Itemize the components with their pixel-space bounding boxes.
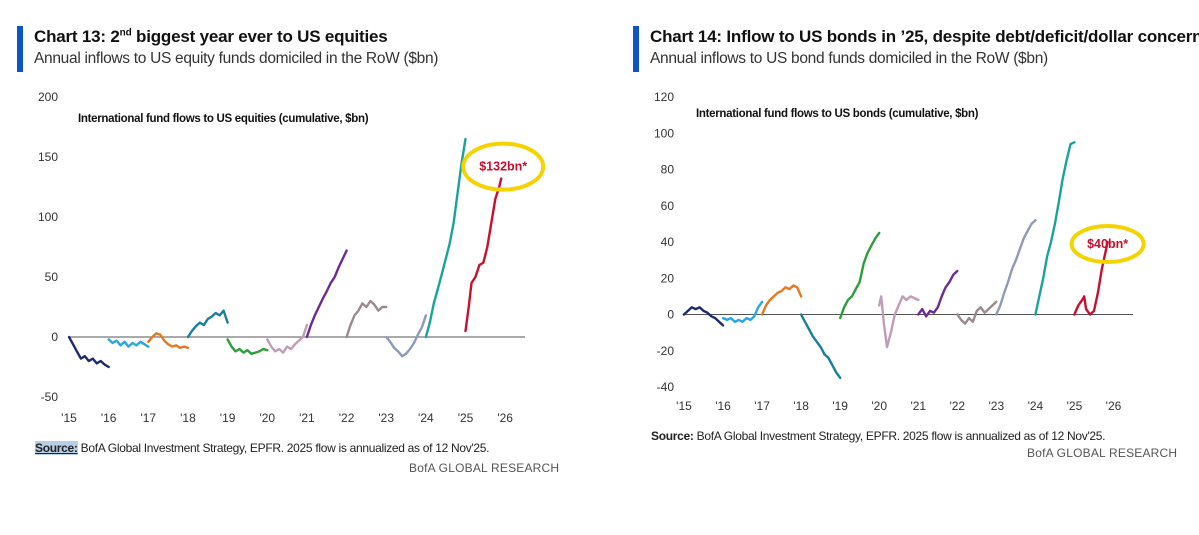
x-tick-label: '16 xyxy=(101,411,117,425)
y-tick-label: -40 xyxy=(657,380,675,394)
x-tick-label: '17 xyxy=(140,411,156,425)
source-note: Source: BofA Global Investment Strategy,… xyxy=(35,441,490,455)
x-tick-label: '21 xyxy=(299,411,315,425)
series-line-2016 xyxy=(107,338,150,348)
highlight-ring xyxy=(461,141,546,192)
x-tick-label: '24 xyxy=(1028,399,1044,413)
x-tick-label: '26 xyxy=(1106,399,1122,413)
series-line-2021 xyxy=(305,249,348,339)
y-tick-label: 20 xyxy=(661,271,675,285)
series-line-2020 xyxy=(266,323,309,354)
y-tick-label: 40 xyxy=(661,235,675,249)
chart-title: Chart 14: Inflow to US bonds in ’25, des… xyxy=(650,27,1199,46)
inner-chart-title: International fund flows to US equities … xyxy=(78,113,369,125)
series-line-2025 xyxy=(464,177,503,333)
series-line-2015 xyxy=(67,335,110,369)
y-tick-label: 120 xyxy=(654,90,674,104)
source-label: Source: xyxy=(35,441,78,455)
series-line-2022 xyxy=(956,300,998,325)
source-note: Source: BofA Global Investment Strategy,… xyxy=(651,429,1106,443)
x-tick-label: '19 xyxy=(832,399,848,413)
chart-subtitle: Annual inflows to US equity funds domici… xyxy=(34,50,439,67)
x-tick-label: '20 xyxy=(259,411,275,425)
series-line-2018 xyxy=(186,309,229,339)
y-tick-label: 60 xyxy=(661,199,675,213)
series-line-2021 xyxy=(917,269,959,318)
series-line-2024 xyxy=(1034,141,1076,316)
x-tick-label: '24 xyxy=(418,411,434,425)
y-tick-label: -20 xyxy=(657,344,675,358)
y-tick-label: 0 xyxy=(667,308,674,322)
inner-chart-title: International fund flows to US bonds (cu… xyxy=(696,108,979,120)
x-tick-label: '19 xyxy=(220,411,236,425)
chart-subtitle: Annual inflows to US bond funds domicile… xyxy=(650,50,1048,67)
x-tick-label: '21 xyxy=(910,399,926,413)
series-line-2022 xyxy=(345,299,388,339)
annotation-label: $132bn* xyxy=(479,160,527,174)
series-line-2017 xyxy=(760,284,803,316)
bonds-line-chart: 120 100 80 60 40 20 0 -20 -40'15 '16 '17 '18 '19 '20 '… xyxy=(654,90,1146,413)
series-line-2023 xyxy=(995,219,1037,316)
brand-label: BofA GLOBAL RESEARCH xyxy=(409,461,560,475)
series-line-2019 xyxy=(839,231,881,320)
x-tick-label: '15 xyxy=(676,399,692,413)
y-tick-label: 50 xyxy=(45,270,59,284)
y-tick-label: 200 xyxy=(38,90,58,104)
x-tick-label: '25 xyxy=(1067,399,1083,413)
x-tick-label: '23 xyxy=(378,411,394,425)
y-tick-label: 100 xyxy=(38,210,58,224)
brand-label: BofA GLOBAL RESEARCH xyxy=(1027,446,1178,460)
source-label: Source: xyxy=(651,429,694,443)
x-tick-label: '17 xyxy=(754,399,770,413)
x-tick-label: '20 xyxy=(871,399,887,413)
y-tick-label: 150 xyxy=(38,150,58,164)
chart-panel-equities: Chart 13: 2nd biggest year ever to US eq… xyxy=(17,26,560,475)
x-tick-label: '22 xyxy=(949,399,965,413)
series-line-2018 xyxy=(799,313,842,380)
accent-bar xyxy=(17,26,23,72)
series-line-2016 xyxy=(721,300,764,323)
x-tick-label: '22 xyxy=(339,411,355,425)
y-tick-label: 80 xyxy=(661,163,675,177)
chart-title: Chart 13: 2nd biggest year ever to US eq… xyxy=(34,27,388,46)
x-tick-label: '18 xyxy=(180,411,196,425)
y-tick-label: 0 xyxy=(51,330,58,344)
x-tick-label: '16 xyxy=(715,399,731,413)
series-line-2024 xyxy=(424,137,467,339)
x-tick-label: '25 xyxy=(458,411,474,425)
series-line-2023 xyxy=(385,314,428,358)
x-tick-label: '18 xyxy=(793,399,809,413)
equities-line-chart: 200 150 100 50 0 -50'15 '16 '17 '18 '19 '20 '21 '22 '… xyxy=(38,90,546,425)
series-line-2020 xyxy=(878,295,920,349)
chart-panel-bonds: Chart 14: Inflow to US bonds in ’25, des… xyxy=(600,0,1199,535)
x-tick-label: '23 xyxy=(989,399,1005,413)
series-line-2019 xyxy=(226,338,269,355)
accent-bar xyxy=(633,26,639,72)
series-line-2015 xyxy=(682,306,725,327)
series-line-2017 xyxy=(147,332,190,349)
y-tick-label: 100 xyxy=(654,126,674,140)
highlight-ring xyxy=(1069,224,1146,264)
y-tick-label: -50 xyxy=(41,390,59,404)
x-tick-label: '26 xyxy=(497,411,513,425)
x-tick-label: '15 xyxy=(61,411,77,425)
annotation-label: $40bn* xyxy=(1087,237,1128,251)
